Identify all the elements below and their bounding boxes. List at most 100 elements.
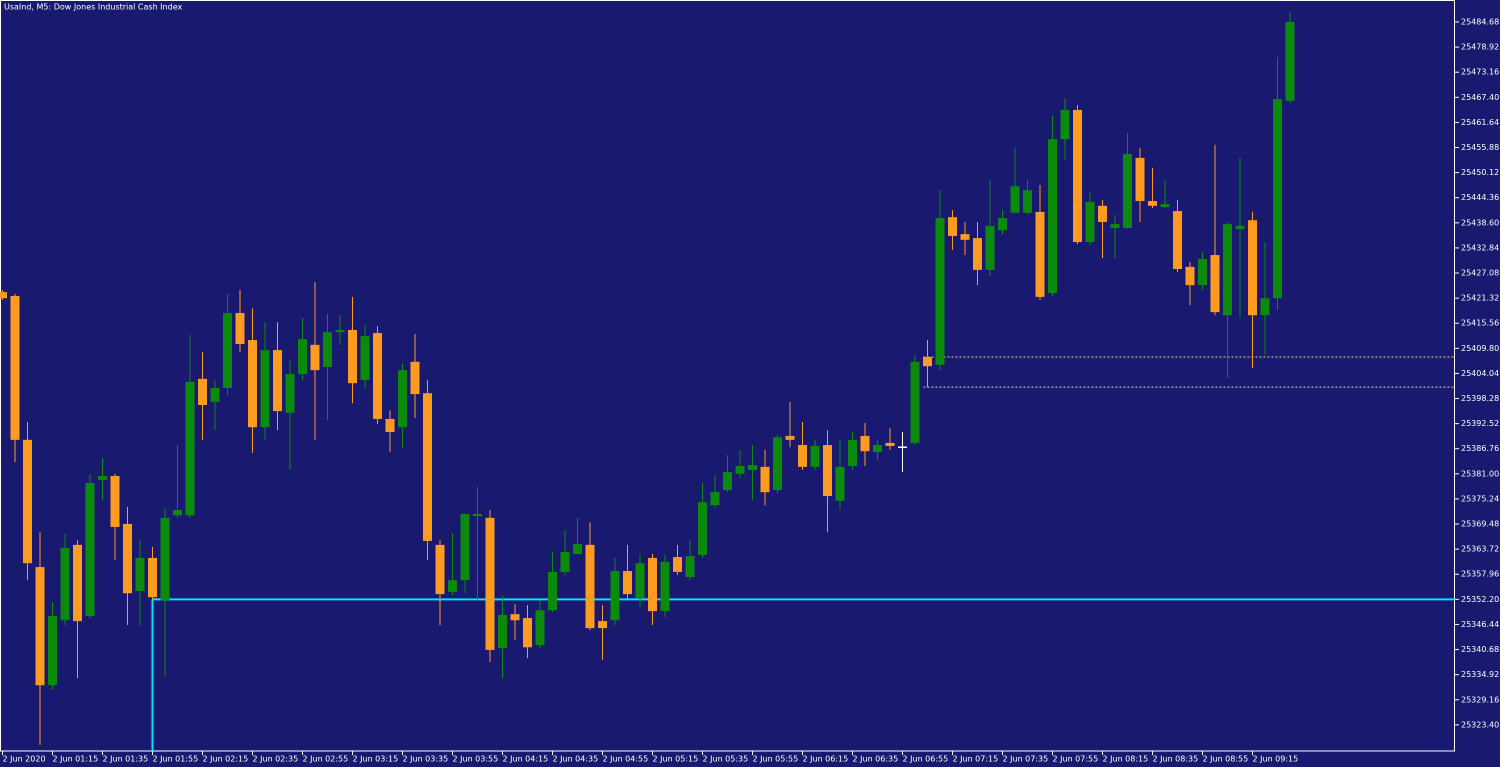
y-tick-label: 25369.48 [1461,520,1499,529]
x-tick-label: 2 Jun 09:15 [1253,755,1299,764]
candle-body [123,523,132,594]
candle-body [585,544,595,629]
x-tick-label: 2 Jun 07:15 [953,755,999,764]
candle-body [785,435,795,440]
candle-body [860,435,870,452]
candle-body [635,563,645,599]
candle-body [385,418,395,432]
candle-body [873,445,882,453]
candle-body [773,437,782,490]
candle-body [285,374,295,413]
candle-body [548,571,557,611]
x-tick-label: 2 Jun 02:15 [203,755,249,764]
candle-body [735,465,745,474]
x-tick-label: 2 Jun 03:35 [403,755,449,764]
candle-body [498,615,507,649]
candle-body [60,547,70,621]
x-tick-label: 2 Jun 05:35 [703,755,749,764]
candle-body [73,544,82,622]
y-tick-label: 25352.20 [1461,595,1499,604]
y-tick-label: 25409.80 [1461,344,1499,353]
candle-body [710,492,720,506]
candle-body [1023,190,1032,213]
candle-body [885,442,895,446]
candle-body [135,557,145,592]
candle-body [748,465,757,470]
candle-body [185,381,195,516]
x-tick-label: 2 Jun 04:15 [503,755,549,764]
candle-body [1135,157,1145,202]
candle-body [598,621,607,629]
candle-body [85,482,95,616]
candle-body [435,544,445,595]
x-tick-label: 2 Jun 06:15 [803,755,849,764]
candle-body [198,378,207,405]
x-tick-label: 2 Jun 04:55 [603,755,649,764]
y-tick-label: 25323.40 [1461,720,1499,729]
candle-body [473,513,482,517]
y-tick-label: 25392.52 [1461,419,1499,428]
y-tick-label: 25478.92 [1461,43,1499,52]
x-tick-label: 2 Jun 04:35 [553,755,599,764]
x-tick-label: 2 Jun 02:35 [253,755,299,764]
y-tick-label: 25427.08 [1461,269,1499,278]
candle-body [260,350,270,428]
candle-body [1260,298,1270,316]
x-tick-label: 2 Jun 02:55 [303,755,349,764]
x-tick-label: 2 Jun 01:35 [103,755,149,764]
y-tick-label: 25346.44 [1461,620,1499,629]
x-tick-label: 2 Jun 08:55 [1203,755,1249,764]
y-tick-label: 25432.84 [1461,243,1499,252]
candle-body [1073,109,1082,242]
candle-body [485,517,495,650]
x-tick-label: 2 Jun 07:35 [1003,755,1049,764]
candle-body [460,513,470,581]
y-tick-label: 25381.00 [1461,469,1499,478]
candle-body [1198,258,1207,286]
candle-body [23,439,32,564]
candle-body [798,445,807,467]
candle-body [823,445,832,497]
x-tick-label: 2 Jun 03:15 [353,755,399,764]
candle-body [848,439,857,466]
candle-body [1248,220,1257,316]
y-tick-label: 25444.36 [1461,193,1499,202]
candle-body [960,234,970,240]
candle-body [523,618,532,648]
candle-body [235,313,245,344]
candle-body [98,476,107,480]
candle-body [1173,211,1182,270]
candle-body [373,333,382,419]
candle-body [573,543,582,555]
candle-body [48,615,57,686]
candle-body [173,510,182,516]
candle-body [835,466,845,501]
candle-body [1235,225,1245,229]
candle-body [0,292,7,299]
x-tick-label: 2 Jun 06:35 [853,755,899,764]
candle-body [648,557,657,612]
x-tick-label: 2 Jun 2020 [3,755,46,764]
candle-body [423,393,432,541]
x-tick-label: 2 Jun 07:55 [1053,755,1099,764]
candle-body [910,361,920,443]
candle-body [360,336,370,381]
candle-body [298,339,307,375]
x-tick-label: 2 Jun 05:15 [653,755,699,764]
chart-title: UsaInd, M5: Dow Jones Industrial Cash In… [4,3,182,12]
x-tick-label: 2 Jun 05:55 [753,755,799,764]
candle-body [223,313,232,388]
candle-body [160,517,170,601]
candle-body [973,238,982,270]
plot-frame [0,0,1455,752]
candle-body [1060,109,1070,140]
y-tick-label: 25404.04 [1461,369,1499,378]
x-tick-label: 2 Jun 06:55 [903,755,949,764]
candle-body [348,330,357,384]
y-tick-label: 25473.16 [1461,68,1499,77]
candle-body [248,340,257,428]
candle-body [1085,201,1095,242]
x-tick-label: 2 Jun 01:55 [153,755,199,764]
y-tick-label: 25455.88 [1461,143,1499,152]
